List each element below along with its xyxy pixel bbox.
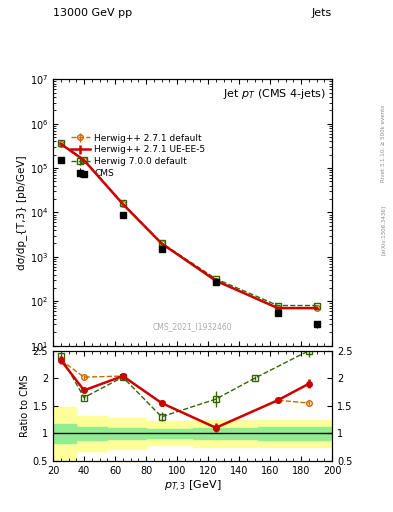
Y-axis label: Ratio to CMS: Ratio to CMS bbox=[20, 374, 30, 437]
Text: 13000 GeV pp: 13000 GeV pp bbox=[53, 8, 132, 18]
Text: CMS_2021_I1932460: CMS_2021_I1932460 bbox=[153, 323, 232, 331]
X-axis label: $p_{T,3}$ [GeV]: $p_{T,3}$ [GeV] bbox=[164, 478, 221, 494]
Y-axis label: dσ/dp_{T,3} [pb/GeV]: dσ/dp_{T,3} [pb/GeV] bbox=[16, 155, 27, 270]
Text: Jets: Jets bbox=[312, 8, 332, 18]
Text: Jet $p_T$ (CMS 4-jets): Jet $p_T$ (CMS 4-jets) bbox=[223, 88, 327, 101]
Legend: Herwig++ 2.7.1 default, Herwig++ 2.7.1 UE-EE-5, Herwig 7.0.0 default, CMS: Herwig++ 2.7.1 default, Herwig++ 2.7.1 U… bbox=[69, 132, 207, 180]
Text: [arXiv:1306.3436]: [arXiv:1306.3436] bbox=[381, 205, 386, 255]
Text: Rivet 3.1.10, ≥ 500k events: Rivet 3.1.10, ≥ 500k events bbox=[381, 105, 386, 182]
